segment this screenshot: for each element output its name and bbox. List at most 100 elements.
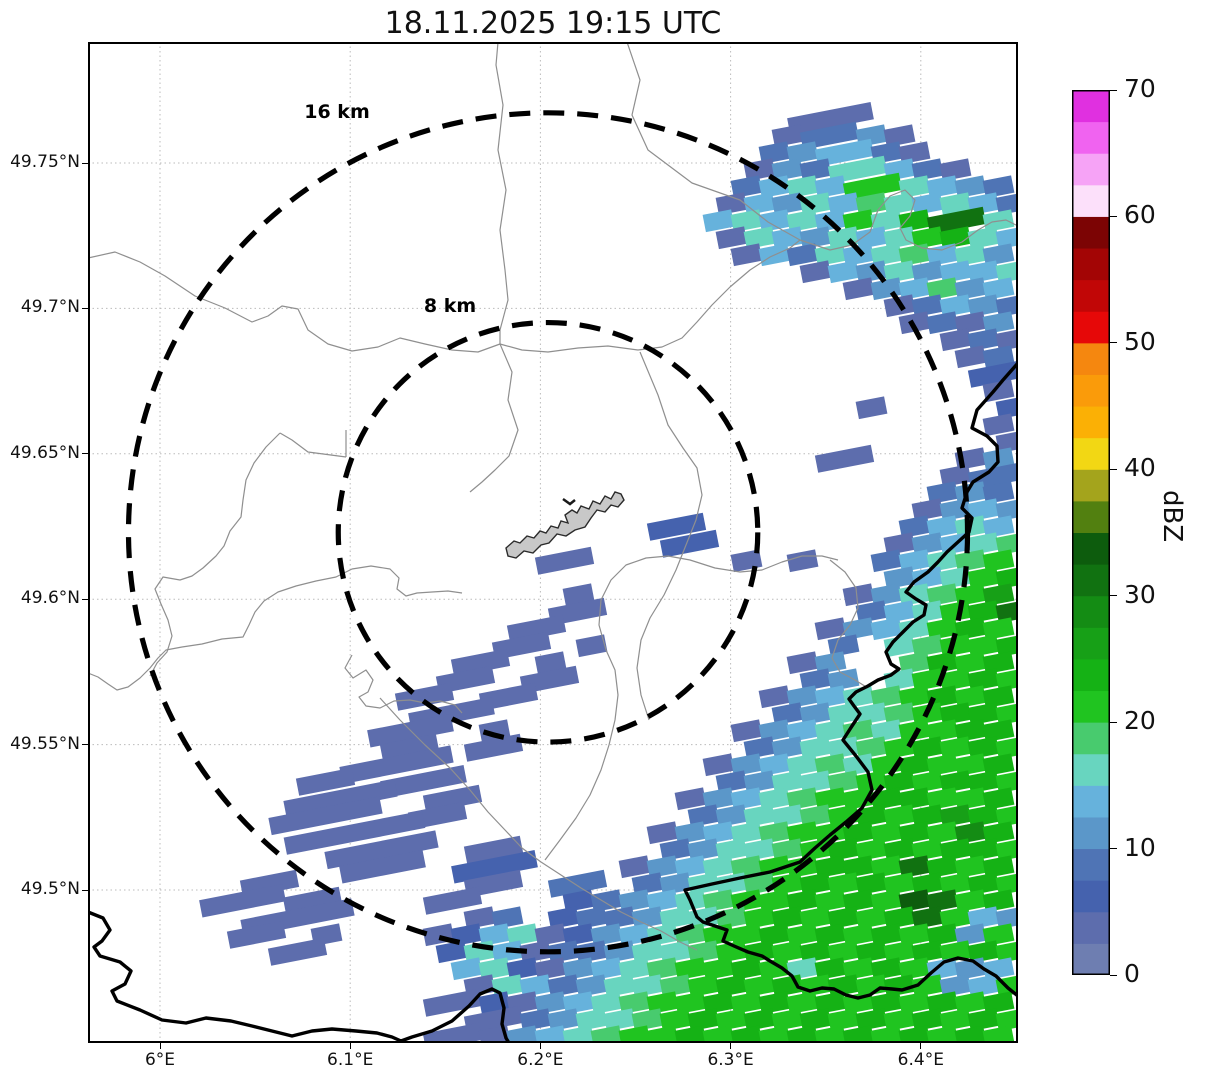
radar-cell (814, 753, 847, 777)
radar-cell (995, 634, 1018, 658)
radar-cell (730, 753, 763, 777)
radar-cell (995, 532, 1018, 556)
radar-cell (506, 1025, 539, 1043)
range-ring-8km (335, 319, 761, 745)
radar-cell (702, 957, 735, 981)
radar-cell (982, 685, 1015, 709)
radar-cell (939, 226, 972, 250)
radar-cell (786, 651, 819, 675)
radar-cell (786, 821, 819, 845)
radar-cell (926, 311, 959, 335)
radar-cell (898, 821, 931, 845)
radar-cell (982, 345, 1015, 369)
radar-cell (715, 838, 748, 862)
radar-cell (883, 804, 916, 828)
radar-cell (674, 787, 707, 811)
radar-cell (674, 821, 707, 845)
colorbar-tick-label: 0 (1124, 959, 1140, 988)
colorbar-segment (1072, 153, 1110, 186)
radar-cell (771, 124, 804, 148)
colorbar-tick-mark (1110, 848, 1117, 850)
radar-cell (282, 886, 343, 915)
radar-cell (547, 869, 608, 898)
colorbar-tick-label: 20 (1124, 706, 1156, 736)
radar-cell (842, 889, 875, 913)
radar-cell (646, 512, 707, 541)
radar-cell (827, 702, 860, 726)
colorbar-segment (1072, 753, 1110, 786)
admin-boundary-line (626, 42, 1018, 251)
radar-cell (870, 889, 903, 913)
radar-cell (995, 702, 1018, 726)
colorbar-tick-mark (1110, 721, 1117, 723)
radar-cell (855, 974, 888, 998)
radar-cell (547, 906, 580, 930)
y-tick-label: 49.65°N (10, 442, 80, 463)
radar-cell (422, 886, 483, 915)
radar-cell (702, 209, 735, 233)
radar-cell (911, 634, 944, 658)
radar-cell (758, 685, 791, 709)
radar-cell (883, 872, 916, 896)
x-tick-label: 6.3°E (707, 1050, 754, 1070)
radar-cell (646, 957, 679, 981)
radar-cell (814, 957, 847, 981)
colorbar-segment (1072, 785, 1110, 818)
radar-cell (926, 175, 959, 199)
radar-cell (870, 923, 903, 947)
x-tick-mark (730, 1043, 732, 1049)
y-tick-mark (82, 744, 88, 746)
colorbar-segment (1072, 500, 1110, 533)
colorbar-tick-mark (1110, 974, 1117, 976)
radar-cell (422, 988, 483, 1017)
radar-cell (715, 974, 748, 998)
radar-cell (730, 991, 763, 1015)
radar-cell (926, 651, 959, 675)
radar-cell (814, 1025, 847, 1043)
radar-cell (758, 753, 791, 777)
colorbar-segment (1072, 342, 1110, 375)
radar-cell (743, 736, 776, 760)
radar-cell (534, 991, 567, 1015)
radar-cell (926, 277, 959, 301)
radar-cell (954, 617, 987, 641)
radar-cell (463, 906, 496, 930)
radar-cell (982, 1025, 1015, 1043)
colorbar-segment (1072, 848, 1110, 881)
radar-cell (939, 464, 972, 488)
radar-cell (870, 549, 903, 573)
radar-cell (646, 889, 679, 913)
radar-cell (758, 889, 791, 913)
radar-cell (898, 651, 931, 675)
radar-cell (982, 311, 1015, 335)
radar-cell (995, 804, 1018, 828)
radar-cell (827, 906, 860, 930)
radar-cell (926, 889, 959, 913)
radar-cell (715, 804, 748, 828)
colorbar-segment (1072, 248, 1110, 281)
radar-cell (842, 821, 875, 845)
radar-cell (743, 906, 776, 930)
radar-cell (575, 634, 608, 658)
radar-cell (339, 850, 426, 884)
radar-cell (506, 923, 539, 947)
radar-cell (911, 668, 944, 692)
radar-cell (982, 787, 1015, 811)
radar-cell (702, 889, 735, 913)
radar-cell (758, 991, 791, 1015)
radar-cell (939, 974, 972, 998)
radar-cell (631, 940, 664, 964)
radar-cell (799, 906, 832, 930)
radar-cell (758, 141, 791, 165)
radar-cell (814, 243, 847, 267)
radar-cell (967, 498, 1000, 522)
radar-cell (814, 787, 847, 811)
radar-cell (603, 974, 636, 998)
radar-cell (898, 175, 931, 199)
radar-cell (954, 243, 987, 267)
radar-cell (799, 668, 832, 692)
radar-cell (898, 991, 931, 1015)
y-tick-mark (82, 307, 88, 309)
radar-cell (534, 957, 567, 981)
radar-cell (995, 736, 1018, 760)
